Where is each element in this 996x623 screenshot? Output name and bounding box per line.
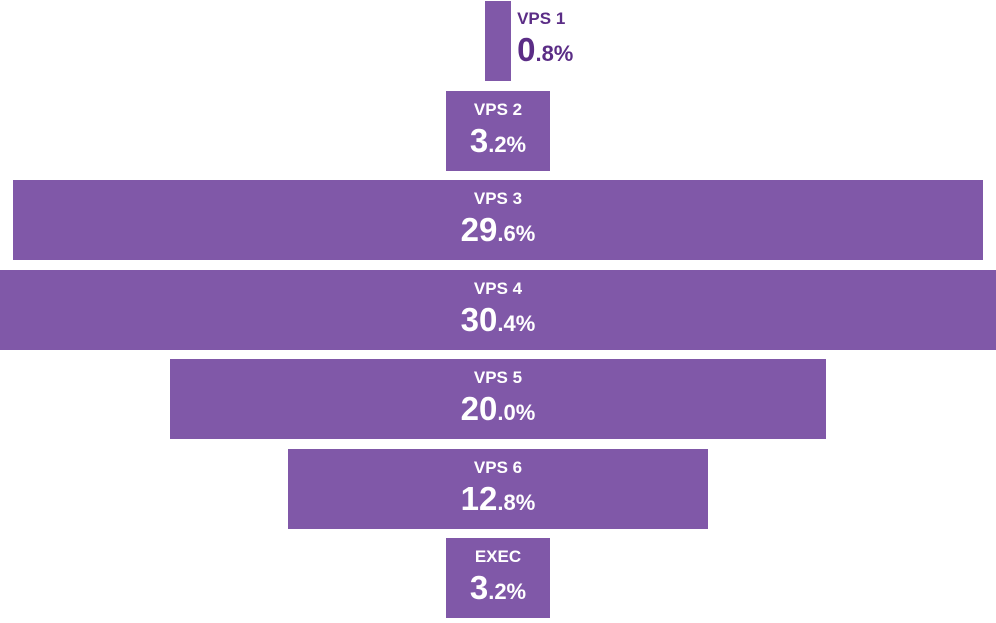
bar-label: VPS 3 29.6% <box>13 189 983 253</box>
funnel-bar <box>0 269 996 350</box>
bar-label: VPS 6 12.8% <box>288 458 707 522</box>
category-label: VPS 1 <box>517 9 566 28</box>
funnel-bar <box>288 448 708 529</box>
category-label: VPS 2 <box>473 99 523 119</box>
bar-label: VPS 2 3.2% <box>446 100 551 164</box>
bar-label: EXEC 3.2% <box>446 547 551 611</box>
category-label: VPS 6 <box>473 457 523 477</box>
bar-label: VPS 4 30.4% <box>0 279 996 343</box>
category-label: VPS 5 <box>473 368 523 387</box>
funnel-bar <box>13 180 983 260</box>
bar-label: VPS 1 0.8% <box>517 9 573 73</box>
funnel-bar <box>445 538 551 618</box>
category-label: EXEC <box>474 547 522 566</box>
value-label: 12.8% <box>460 479 536 517</box>
value-label: 0.8% <box>517 31 574 68</box>
value-label: 30.4% <box>460 300 536 338</box>
funnel-bar <box>445 90 551 171</box>
category-label: VPS 4 <box>473 278 523 298</box>
bar-label: VPS 5 20.0% <box>170 368 825 432</box>
value-label: 29.6% <box>460 211 536 248</box>
category-label: VPS 3 <box>473 189 523 208</box>
funnel-bar <box>484 1 512 81</box>
value-label: 20.0% <box>460 390 536 427</box>
value-label: 3.2% <box>469 121 527 159</box>
funnel-bar <box>170 359 826 439</box>
value-label: 3.2% <box>469 569 527 606</box>
